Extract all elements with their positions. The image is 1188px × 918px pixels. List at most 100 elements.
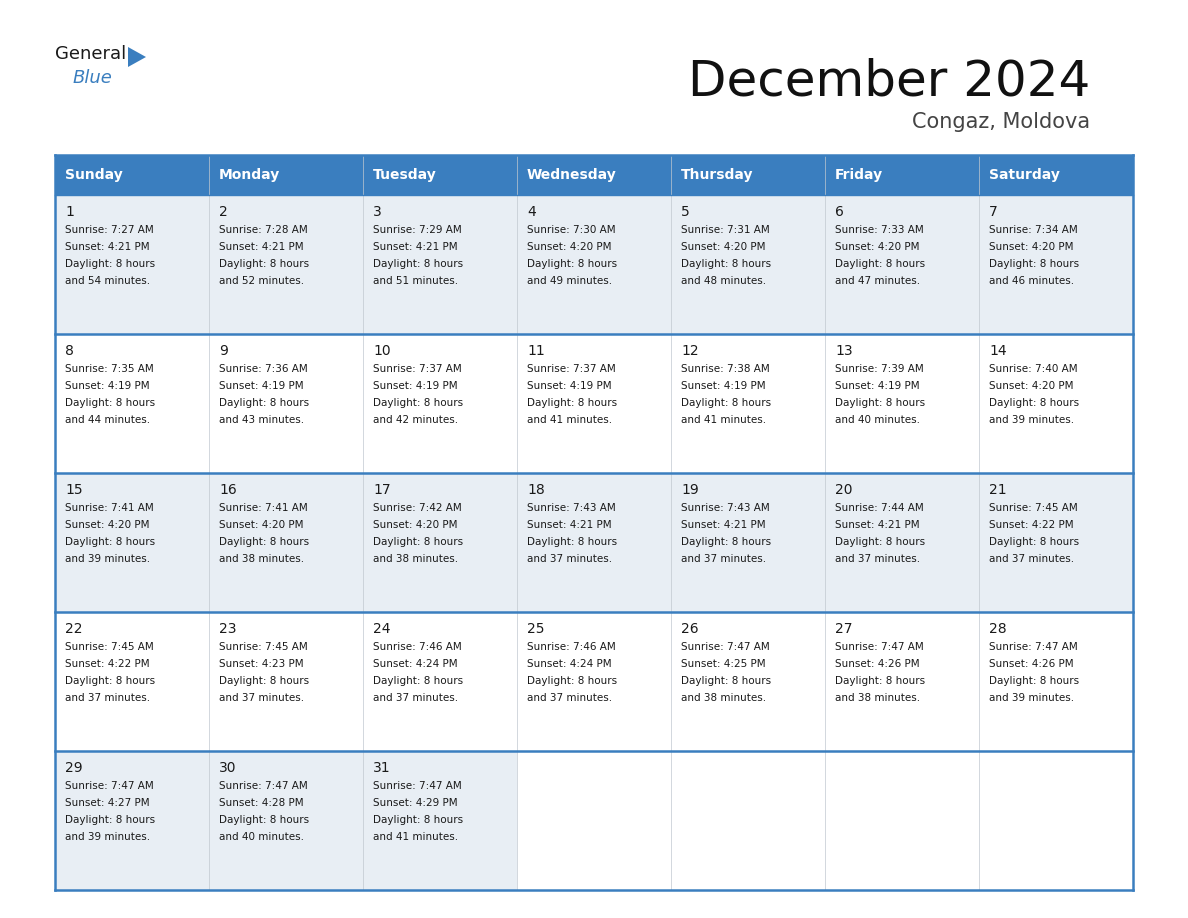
Bar xyxy=(55,612,209,751)
Bar xyxy=(209,473,364,612)
Text: Sunrise: 7:37 AM: Sunrise: 7:37 AM xyxy=(373,364,462,374)
Text: and 37 minutes.: and 37 minutes. xyxy=(527,554,612,564)
Text: and 41 minutes.: and 41 minutes. xyxy=(527,415,612,425)
Text: Sunrise: 7:43 AM: Sunrise: 7:43 AM xyxy=(527,503,615,513)
Text: Daylight: 8 hours: Daylight: 8 hours xyxy=(219,537,309,547)
Text: Sunset: 4:28 PM: Sunset: 4:28 PM xyxy=(219,798,304,808)
Text: Daylight: 8 hours: Daylight: 8 hours xyxy=(527,537,617,547)
Bar xyxy=(209,612,364,751)
Text: Sunrise: 7:40 AM: Sunrise: 7:40 AM xyxy=(988,364,1078,374)
Bar xyxy=(517,473,671,612)
Bar xyxy=(209,195,364,334)
Bar xyxy=(671,473,824,612)
Bar xyxy=(55,473,209,612)
Text: Sunset: 4:22 PM: Sunset: 4:22 PM xyxy=(65,659,150,669)
Text: 9: 9 xyxy=(219,344,228,358)
Text: Sunrise: 7:44 AM: Sunrise: 7:44 AM xyxy=(835,503,924,513)
Text: Sunset: 4:20 PM: Sunset: 4:20 PM xyxy=(373,520,457,530)
Text: Sunrise: 7:47 AM: Sunrise: 7:47 AM xyxy=(681,642,770,652)
Text: Sunrise: 7:37 AM: Sunrise: 7:37 AM xyxy=(527,364,615,374)
Text: Sunrise: 7:36 AM: Sunrise: 7:36 AM xyxy=(219,364,308,374)
Text: 19: 19 xyxy=(681,483,699,497)
Text: 23: 23 xyxy=(219,622,236,636)
Bar xyxy=(209,751,364,890)
Text: Daylight: 8 hours: Daylight: 8 hours xyxy=(219,676,309,686)
Text: and 48 minutes.: and 48 minutes. xyxy=(681,276,766,286)
Bar xyxy=(364,751,517,890)
Text: Daylight: 8 hours: Daylight: 8 hours xyxy=(988,398,1079,408)
Text: Sunset: 4:21 PM: Sunset: 4:21 PM xyxy=(527,520,612,530)
Text: and 37 minutes.: and 37 minutes. xyxy=(681,554,766,564)
Text: and 39 minutes.: and 39 minutes. xyxy=(988,415,1074,425)
Text: Daylight: 8 hours: Daylight: 8 hours xyxy=(835,537,925,547)
Text: Friday: Friday xyxy=(835,168,883,182)
Text: 11: 11 xyxy=(527,344,545,358)
Text: Sunset: 4:20 PM: Sunset: 4:20 PM xyxy=(988,242,1074,252)
Text: and 46 minutes.: and 46 minutes. xyxy=(988,276,1074,286)
Text: Sunrise: 7:47 AM: Sunrise: 7:47 AM xyxy=(65,781,153,791)
Text: Sunset: 4:19 PM: Sunset: 4:19 PM xyxy=(65,381,150,391)
Bar xyxy=(671,334,824,473)
Text: and 38 minutes.: and 38 minutes. xyxy=(681,693,766,703)
Text: Daylight: 8 hours: Daylight: 8 hours xyxy=(835,259,925,269)
Text: Saturday: Saturday xyxy=(988,168,1060,182)
Text: and 38 minutes.: and 38 minutes. xyxy=(835,693,921,703)
Bar xyxy=(55,155,209,195)
Text: Sunrise: 7:45 AM: Sunrise: 7:45 AM xyxy=(219,642,308,652)
Bar xyxy=(824,473,979,612)
Text: and 54 minutes.: and 54 minutes. xyxy=(65,276,150,286)
Text: Sunrise: 7:33 AM: Sunrise: 7:33 AM xyxy=(835,225,924,235)
Bar xyxy=(209,155,364,195)
Text: Daylight: 8 hours: Daylight: 8 hours xyxy=(373,537,463,547)
Text: 21: 21 xyxy=(988,483,1006,497)
Text: and 40 minutes.: and 40 minutes. xyxy=(219,832,304,842)
Text: Daylight: 8 hours: Daylight: 8 hours xyxy=(527,259,617,269)
Bar xyxy=(979,155,1133,195)
Text: 25: 25 xyxy=(527,622,544,636)
Text: Daylight: 8 hours: Daylight: 8 hours xyxy=(373,259,463,269)
Bar xyxy=(824,155,979,195)
Text: 13: 13 xyxy=(835,344,853,358)
Text: Sunset: 4:20 PM: Sunset: 4:20 PM xyxy=(681,242,765,252)
Text: 5: 5 xyxy=(681,205,690,219)
Bar xyxy=(55,195,209,334)
Text: Daylight: 8 hours: Daylight: 8 hours xyxy=(988,676,1079,686)
Text: 17: 17 xyxy=(373,483,391,497)
Text: and 37 minutes.: and 37 minutes. xyxy=(373,693,459,703)
Polygon shape xyxy=(128,47,146,67)
Text: Daylight: 8 hours: Daylight: 8 hours xyxy=(219,398,309,408)
Text: Daylight: 8 hours: Daylight: 8 hours xyxy=(65,815,156,825)
Text: 18: 18 xyxy=(527,483,545,497)
Text: and 37 minutes.: and 37 minutes. xyxy=(219,693,304,703)
Text: Sunset: 4:24 PM: Sunset: 4:24 PM xyxy=(527,659,612,669)
Text: Sunrise: 7:29 AM: Sunrise: 7:29 AM xyxy=(373,225,462,235)
Text: 27: 27 xyxy=(835,622,853,636)
Text: 31: 31 xyxy=(373,761,391,775)
Text: Blue: Blue xyxy=(72,69,113,87)
Text: 30: 30 xyxy=(219,761,236,775)
Text: 3: 3 xyxy=(373,205,381,219)
Text: and 39 minutes.: and 39 minutes. xyxy=(65,554,150,564)
Bar xyxy=(671,612,824,751)
Text: 12: 12 xyxy=(681,344,699,358)
Text: Daylight: 8 hours: Daylight: 8 hours xyxy=(65,537,156,547)
Text: Sunrise: 7:41 AM: Sunrise: 7:41 AM xyxy=(219,503,308,513)
Text: and 49 minutes.: and 49 minutes. xyxy=(527,276,612,286)
Text: Daylight: 8 hours: Daylight: 8 hours xyxy=(835,676,925,686)
Text: and 41 minutes.: and 41 minutes. xyxy=(681,415,766,425)
Bar xyxy=(824,195,979,334)
Text: Sunset: 4:21 PM: Sunset: 4:21 PM xyxy=(65,242,150,252)
Bar xyxy=(55,751,209,890)
Text: Sunset: 4:27 PM: Sunset: 4:27 PM xyxy=(65,798,150,808)
Bar xyxy=(979,612,1133,751)
Text: Sunrise: 7:45 AM: Sunrise: 7:45 AM xyxy=(65,642,153,652)
Text: and 42 minutes.: and 42 minutes. xyxy=(373,415,459,425)
Text: Daylight: 8 hours: Daylight: 8 hours xyxy=(835,398,925,408)
Bar xyxy=(517,195,671,334)
Text: 15: 15 xyxy=(65,483,83,497)
Bar xyxy=(517,334,671,473)
Text: 10: 10 xyxy=(373,344,391,358)
Text: and 38 minutes.: and 38 minutes. xyxy=(373,554,459,564)
Text: Sunset: 4:19 PM: Sunset: 4:19 PM xyxy=(373,381,457,391)
Text: Sunset: 4:21 PM: Sunset: 4:21 PM xyxy=(681,520,765,530)
